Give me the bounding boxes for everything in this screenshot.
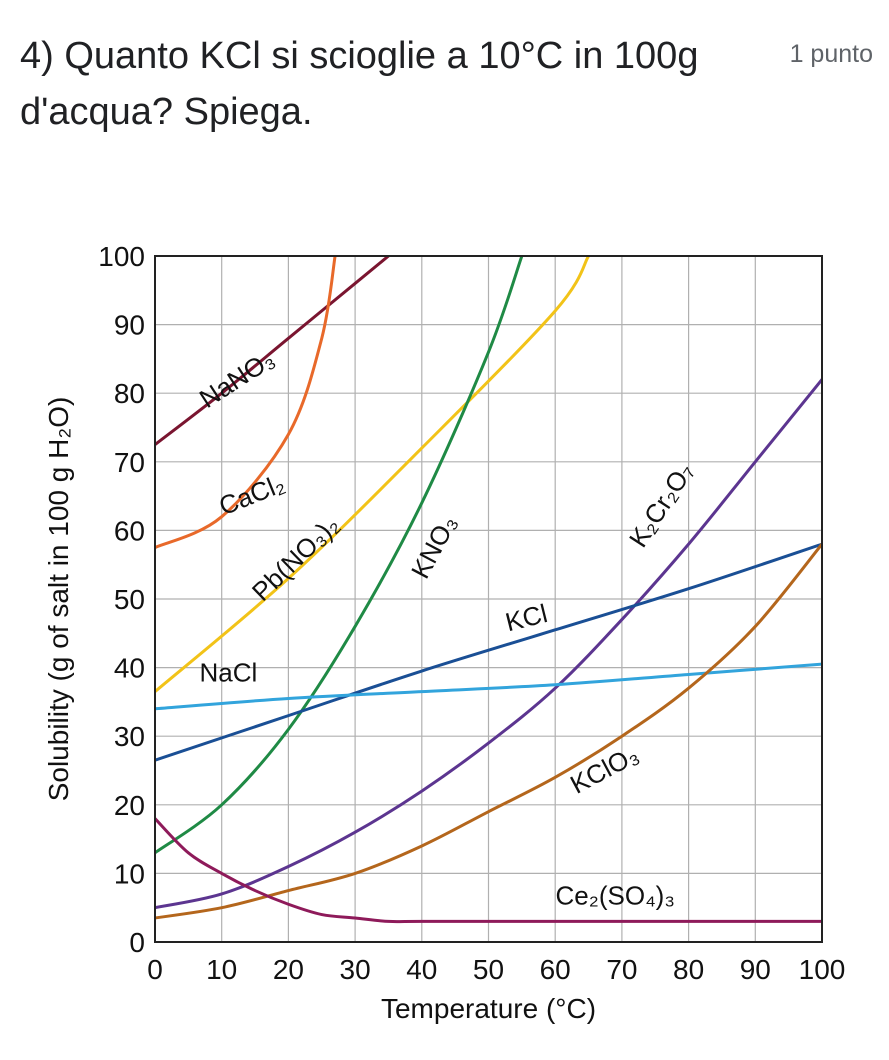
y-tick-label: 70 (114, 447, 145, 478)
series-label: KCl (502, 598, 550, 637)
series-label: Pb(NO₃)₂ (246, 510, 345, 607)
y-tick-label: 50 (114, 584, 145, 615)
x-tick-label: 100 (799, 954, 846, 985)
x-tick-label: 80 (673, 954, 704, 985)
series-line-nano3 (155, 256, 390, 447)
series-line-kclo3 (155, 542, 822, 920)
y-tick-label: 40 (114, 653, 145, 684)
chart-series (155, 256, 822, 924)
x-tick-label: 90 (740, 954, 771, 985)
x-tick-label: 40 (406, 954, 437, 985)
y-tick-label: 0 (129, 927, 145, 958)
plot-frame (154, 255, 823, 943)
series-label: Ce₂(SO₄)₃ (556, 880, 675, 910)
x-axis-label: Temperature (°C) (381, 993, 596, 1024)
question-text: 4) Quanto KCl si scioglie a 10°C in 100g… (20, 35, 699, 133)
y-tick-label: 100 (98, 241, 145, 272)
series-label: K₂Cr₂O₇ (623, 457, 699, 552)
series-line-kno3 (155, 256, 524, 855)
y-tick-label: 20 (114, 790, 145, 821)
points-label: 1 punto (789, 40, 873, 68)
tick-labels: 0 10 20 30 40 50 60 70 80 90 100 0 10 20 30 40 50 60 70 80 9… (98, 241, 845, 985)
series-label: NaCl (199, 657, 257, 687)
x-tick-label: 10 (206, 954, 237, 985)
x-tick-label: 70 (606, 954, 637, 985)
series-line-pb-no3-2 (155, 256, 591, 694)
x-tick-label: 30 (340, 954, 371, 985)
x-tick-label: 20 (273, 954, 304, 985)
x-tick-label: 0 (147, 954, 163, 985)
series-line-kcl (155, 542, 822, 762)
y-tick-label: 30 (114, 721, 145, 752)
y-tick-label: 60 (114, 515, 145, 546)
series-label: CaCl₂ (215, 468, 289, 521)
y-tick-label: 80 (114, 378, 145, 409)
series-line-cacl2 (155, 256, 337, 550)
series-label: NaNO₃ (194, 344, 280, 414)
series-line-k2cr2o7 (155, 377, 822, 910)
series-line-ce2-so4-3 (155, 817, 822, 924)
y-axis-label: Solubility (g of salt in 100 g H₂O) (43, 397, 74, 802)
y-tick-label: 10 (114, 858, 145, 889)
y-tick-label: 90 (114, 310, 145, 341)
x-tick-label: 50 (473, 954, 504, 985)
x-tick-label: 60 (540, 954, 571, 985)
